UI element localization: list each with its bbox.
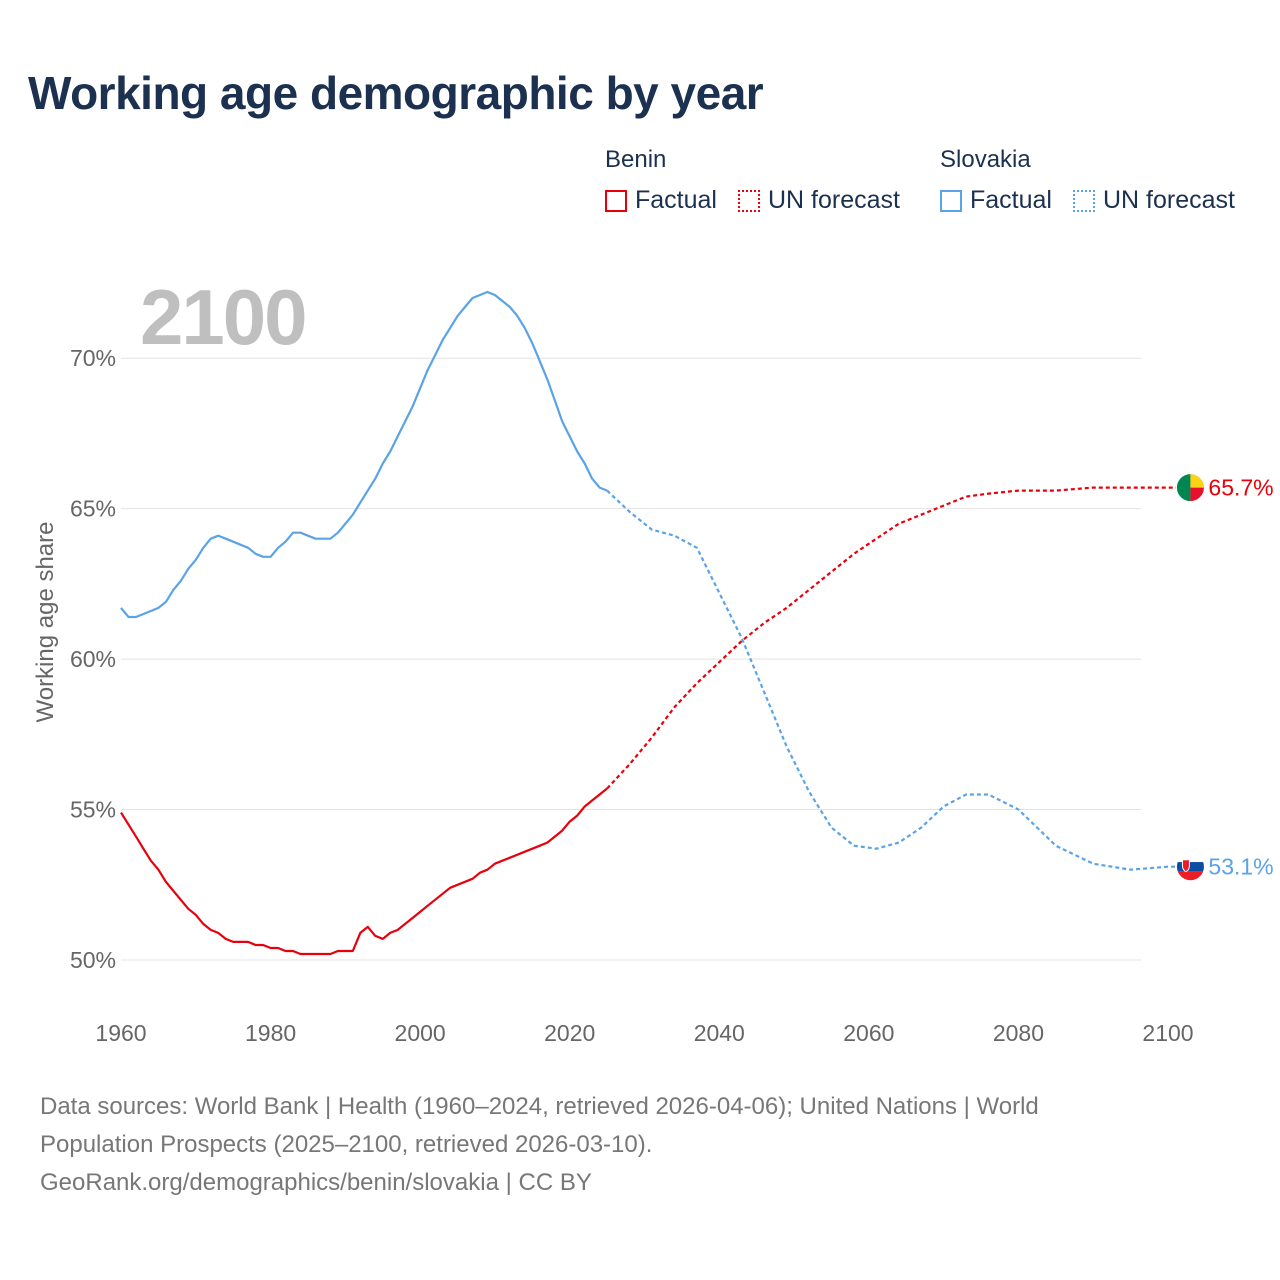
legend-benin-forecast[interactable]: UN forecast	[738, 186, 900, 215]
flag-part	[1176, 473, 1191, 502]
flag-outline	[1175, 852, 1205, 882]
flag-part	[1190, 487, 1205, 502]
flag-outline	[1175, 473, 1205, 503]
flag-stripe	[1176, 862, 1205, 872]
legend-slovakia-forecast[interactable]: UN forecast	[1073, 186, 1235, 215]
legend-swatch-benin-factual	[605, 189, 627, 212]
gridlines	[121, 357, 1141, 961]
end-value-label-slovakia: 53.1%	[1208, 854, 1273, 880]
flag-emblem	[1181, 859, 1190, 873]
flag-icon-benin	[1175, 473, 1205, 503]
x-tick-label: 1980	[245, 1020, 296, 1046]
series-lines	[120, 290, 1191, 956]
end-value-label-benin: 65.7%	[1208, 475, 1273, 501]
legend-group-slovakia: Slovakia	[940, 146, 1031, 173]
x-tick-label: 1960	[95, 1020, 146, 1046]
x-axis-ticks: 1960 1980 2000 2020 2040 2060 2080 2100	[95, 1020, 1193, 1046]
legend-swatch-slovakia-forecast	[1073, 189, 1095, 212]
legend-label: Factual	[635, 186, 717, 214]
legend-label: UN forecast	[768, 186, 900, 214]
x-tick-label: 2060	[843, 1020, 894, 1046]
y-axis-ticks: 50% 55% 60% 65% 70%	[70, 345, 116, 973]
x-tick-label: 2000	[395, 1020, 446, 1046]
x-tick-label: 2020	[544, 1020, 595, 1046]
legend-swatch-benin-forecast	[738, 189, 760, 212]
x-tick-label: 2100	[1142, 1020, 1193, 1046]
footer-line: Population Prospects (2025–2100, retriev…	[40, 1131, 653, 1158]
current-year-watermark: 2100	[140, 273, 308, 361]
chart-title: Working age demographic by year	[28, 67, 764, 119]
footer-sources: Data sources: World Bank | Health (1960–…	[40, 1088, 1240, 1202]
legend-label: Factual	[970, 186, 1052, 214]
x-tick-label: 2040	[694, 1020, 745, 1046]
series-line-benin-forecast	[606, 486, 1191, 790]
flag-stripe	[1176, 871, 1205, 881]
end-markers: 65.7% 53.1%	[1175, 473, 1274, 882]
legend-slovakia-factual[interactable]: Factual	[940, 186, 1052, 215]
flag-part	[1190, 473, 1205, 488]
footer-line: GeoRank.org/demographics/benin/slovakia …	[40, 1169, 592, 1196]
y-tick-label: 70%	[70, 345, 116, 371]
series-line-benin-factual	[120, 787, 608, 956]
y-tick-label: 50%	[70, 947, 116, 973]
flag-stripe	[1176, 852, 1205, 863]
y-tick-label: 65%	[70, 496, 116, 522]
legend-label: UN forecast	[1103, 186, 1235, 214]
series-line-slovakia-forecast	[606, 489, 1191, 871]
legend-group-benin: Benin	[605, 146, 667, 173]
x-tick-label: 2080	[993, 1020, 1044, 1046]
footer-line: Data sources: World Bank | Health (1960–…	[40, 1093, 1039, 1120]
series-line-slovakia-factual	[120, 290, 608, 619]
legend-benin-factual[interactable]: Factual	[605, 186, 717, 215]
y-tick-label: 55%	[70, 797, 116, 823]
flag-stripes	[1176, 852, 1205, 881]
flag-icon-slovakia	[1175, 852, 1205, 882]
legend-swatch-slovakia-factual	[940, 189, 962, 212]
y-tick-label: 60%	[70, 646, 116, 672]
